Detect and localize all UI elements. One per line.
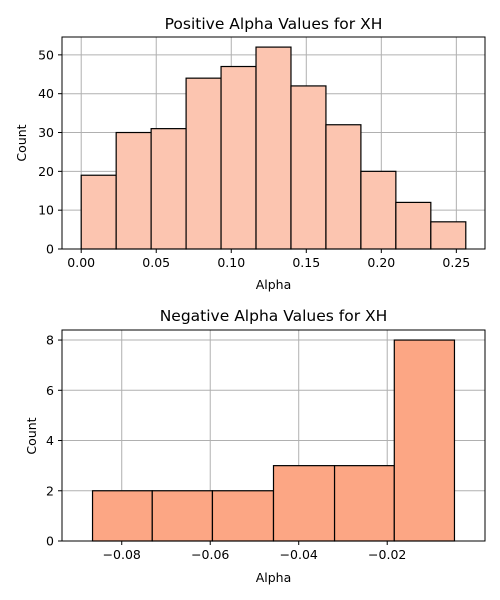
histogram-bar [220, 65, 257, 250]
y-tick-label: 0 [46, 534, 54, 549]
y-tick-label: 6 [46, 383, 54, 398]
chart-title: Positive Alpha Values for XH [165, 15, 383, 33]
histogram-bar [360, 170, 397, 250]
histogram-bar [395, 201, 432, 250]
y-tick-label: 8 [46, 333, 54, 348]
histogram-bar [80, 174, 117, 250]
x-axis-label: Alpha [256, 570, 292, 585]
positive-alpha-histogram: Positive Alpha Values for XH Alpha Count… [14, 15, 486, 292]
y-tick-label: 30 [38, 125, 54, 140]
histogram-bar [272, 465, 336, 542]
negative-alpha-histogram: Negative Alpha Values for XH Alpha Count… [24, 307, 486, 585]
y-tick-label: 4 [46, 433, 54, 448]
histogram-bar [290, 85, 327, 250]
x-axis-label: Alpha [256, 277, 292, 292]
histogram-bar [150, 128, 187, 250]
x-tick-label: −0.06 [191, 547, 229, 562]
histogram-bar [91, 490, 153, 542]
histogram-bar [211, 490, 275, 542]
x-tick-label: 0.00 [67, 255, 95, 270]
x-tick-label: 0.25 [442, 255, 470, 270]
histogram-bar [325, 124, 362, 250]
y-tick-label: 10 [38, 203, 54, 218]
chart-title: Negative Alpha Values for XH [160, 307, 388, 325]
bars [80, 46, 467, 250]
histogram-bar [115, 131, 152, 250]
plot-frame [61, 329, 486, 542]
y-tick-label: 40 [38, 86, 54, 101]
histogram-bar [393, 339, 456, 542]
x-tick-label: 0.15 [292, 255, 320, 270]
x-tick-label: 0.05 [142, 255, 170, 270]
y-axis-label: Count [14, 124, 29, 161]
histogram-bar [151, 490, 214, 542]
y-axis-label: Count [24, 417, 39, 454]
x-tick-label: −0.04 [280, 547, 318, 562]
y-tick-label: 50 [38, 47, 54, 62]
x-tick-label: 0.10 [217, 255, 245, 270]
histogram-bar [185, 77, 222, 250]
histogram-bar [430, 221, 467, 250]
plot-frame [61, 36, 486, 250]
y-tick-label: 2 [46, 483, 54, 498]
x-tick-label: −0.08 [103, 547, 141, 562]
x-tick-label: −0.02 [368, 547, 406, 562]
y-tick-label: 20 [38, 164, 54, 179]
x-tick-label: 0.20 [367, 255, 395, 270]
y-tick-label: 0 [46, 242, 54, 257]
histogram-bar [333, 465, 395, 542]
histogram-bar [255, 46, 292, 250]
